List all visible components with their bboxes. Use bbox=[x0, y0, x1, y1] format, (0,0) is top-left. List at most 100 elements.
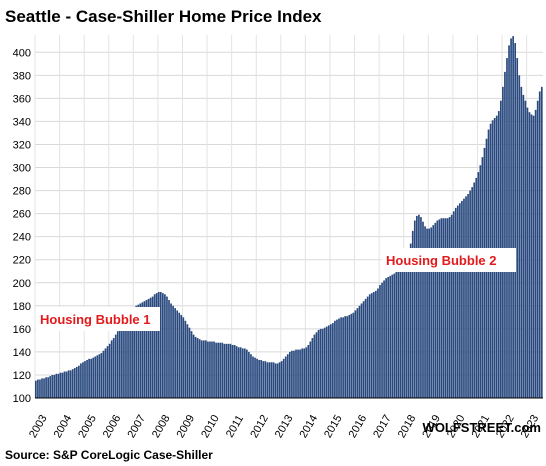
bar bbox=[123, 320, 125, 398]
bar bbox=[63, 371, 66, 398]
bar bbox=[313, 334, 316, 398]
bar bbox=[139, 303, 142, 398]
bar bbox=[35, 380, 37, 398]
bar bbox=[401, 266, 404, 398]
bar bbox=[524, 100, 527, 398]
x-tick-label: 2010 bbox=[199, 413, 222, 440]
bar bbox=[71, 369, 74, 398]
bar bbox=[55, 373, 58, 398]
bar bbox=[364, 298, 367, 398]
bar bbox=[346, 316, 349, 398]
bar bbox=[293, 350, 295, 398]
bar bbox=[164, 294, 166, 398]
bar bbox=[282, 358, 285, 398]
bar bbox=[137, 304, 140, 398]
bar bbox=[459, 203, 461, 398]
bar bbox=[205, 340, 207, 398]
bar bbox=[157, 291, 160, 398]
x-tick-label: 2015 bbox=[322, 413, 345, 440]
bar bbox=[504, 71, 506, 398]
bar bbox=[366, 296, 369, 398]
bar bbox=[162, 293, 164, 398]
bar bbox=[407, 252, 410, 398]
y-tick-label: 220 bbox=[13, 255, 31, 267]
bar bbox=[254, 357, 256, 398]
bar bbox=[260, 359, 263, 398]
chart-title: Seattle - Case-Shiller Home Price Index bbox=[5, 7, 322, 26]
bar bbox=[59, 372, 62, 398]
bar bbox=[405, 259, 408, 398]
bar bbox=[317, 330, 320, 398]
bar bbox=[121, 324, 123, 398]
bar bbox=[196, 338, 199, 398]
bar bbox=[176, 310, 179, 398]
bar bbox=[178, 312, 181, 398]
bar bbox=[372, 291, 375, 398]
bar bbox=[432, 225, 435, 398]
bar bbox=[286, 354, 289, 398]
bar bbox=[241, 348, 244, 398]
brand-watermark: WOLFSTREET.com bbox=[423, 420, 541, 435]
bar bbox=[194, 336, 197, 398]
y-tick-label: 300 bbox=[13, 163, 31, 175]
bar bbox=[98, 354, 101, 398]
bar bbox=[342, 317, 344, 398]
bar bbox=[311, 338, 314, 398]
bar bbox=[454, 207, 457, 398]
bar bbox=[321, 328, 324, 398]
bar bbox=[266, 362, 269, 398]
bar bbox=[428, 228, 430, 398]
bar bbox=[104, 348, 107, 398]
bar bbox=[325, 326, 328, 398]
bar bbox=[190, 331, 193, 398]
y-tick-label: 140 bbox=[13, 347, 31, 359]
bar bbox=[448, 217, 451, 398]
bar bbox=[514, 43, 517, 398]
bar bbox=[340, 317, 342, 398]
bar bbox=[422, 221, 424, 398]
bar bbox=[166, 296, 168, 398]
bar bbox=[110, 340, 113, 398]
bar bbox=[385, 278, 387, 398]
bar bbox=[323, 327, 326, 398]
bar bbox=[297, 349, 299, 398]
x-tick-label: 2009 bbox=[175, 413, 198, 440]
bar bbox=[442, 218, 445, 398]
bar bbox=[518, 75, 521, 398]
bar bbox=[280, 361, 283, 398]
bar bbox=[237, 347, 240, 398]
bar bbox=[149, 297, 152, 398]
bar bbox=[118, 327, 121, 398]
y-tick-label: 240 bbox=[13, 232, 31, 244]
bar bbox=[377, 288, 379, 398]
bar bbox=[129, 312, 131, 398]
bar bbox=[231, 344, 234, 398]
bar bbox=[182, 317, 185, 398]
y-tick-label: 360 bbox=[13, 93, 31, 105]
bar bbox=[309, 341, 312, 398]
bar bbox=[51, 374, 54, 398]
annotation-bubble-1: Housing Bubble 1 bbox=[40, 312, 151, 327]
bar bbox=[534, 109, 537, 399]
bar bbox=[53, 374, 56, 398]
bar bbox=[461, 200, 463, 398]
bar bbox=[469, 190, 471, 398]
bars bbox=[35, 36, 543, 399]
bar bbox=[409, 243, 412, 398]
bar bbox=[75, 366, 78, 398]
bar bbox=[307, 344, 310, 398]
source-note: Source: S&P CoreLogic Case-Shiller bbox=[5, 448, 213, 462]
bar bbox=[416, 215, 418, 398]
bar bbox=[217, 342, 220, 398]
bar bbox=[440, 218, 443, 398]
bar bbox=[319, 328, 322, 398]
annotation-box-bubble-2 bbox=[382, 248, 516, 272]
bar bbox=[420, 217, 422, 398]
bar bbox=[426, 228, 428, 398]
y-tick-label: 160 bbox=[13, 324, 31, 336]
bar bbox=[114, 334, 117, 398]
bar bbox=[151, 296, 154, 398]
bar bbox=[155, 293, 158, 398]
bar bbox=[239, 347, 242, 398]
bar bbox=[192, 334, 195, 398]
